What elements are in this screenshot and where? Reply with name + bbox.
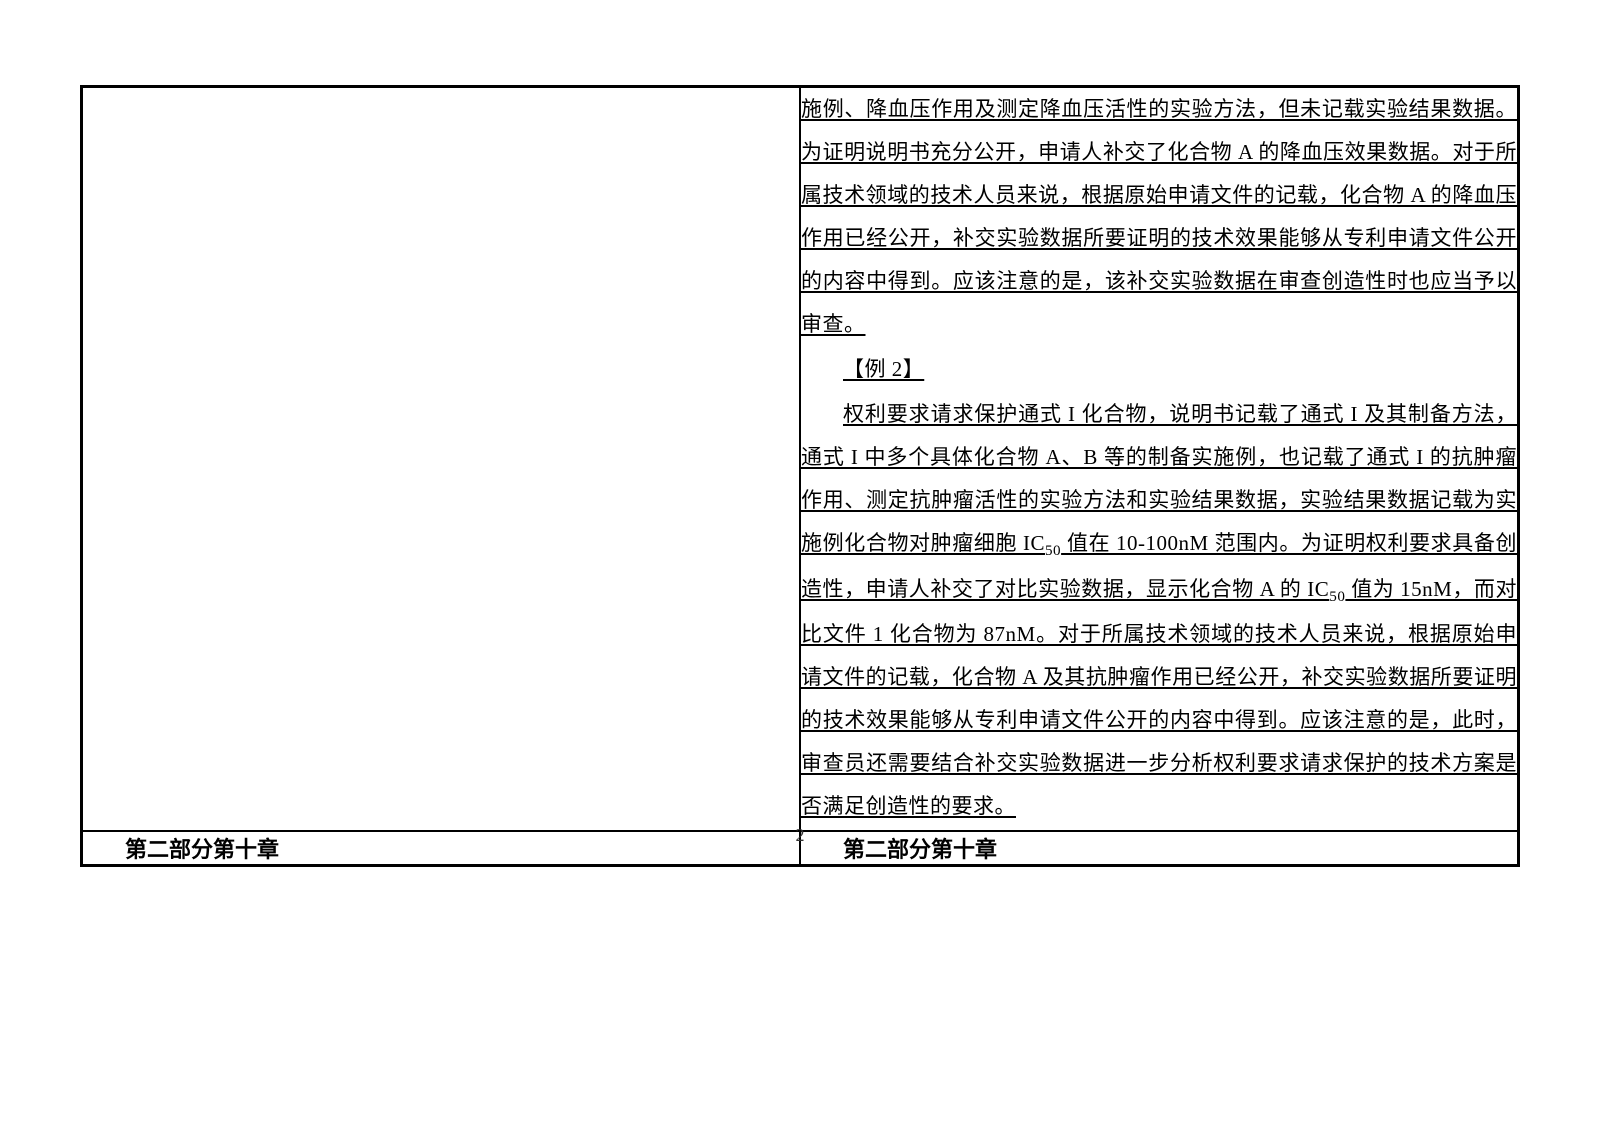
- p3-text-e: 值为 15nM，而对比文件 1 化合物为 87nM。对于所属技术领域的技术人员来…: [801, 577, 1517, 818]
- p3-subscript-2: 50: [1329, 589, 1345, 605]
- example-2-label: 【例 2】: [801, 348, 1517, 391]
- paragraph-3: 权利要求请求保护通式 I 化合物，说明书记载了通式 I 及其制备方法，通式 I …: [801, 393, 1517, 828]
- paragraph-1: 施例、降血压作用及测定降血压活性的实验方法，但未记载实验结果数据。为证明说明书充…: [801, 88, 1517, 346]
- table-row: 施例、降血压作用及测定降血压活性的实验方法，但未记载实验结果数据。为证明说明书充…: [82, 87, 1519, 832]
- cell-right-body: 施例、降血压作用及测定降血压活性的实验方法，但未记载实验结果数据。为证明说明书充…: [800, 87, 1519, 832]
- comparison-table: 施例、降血压作用及测定降血压活性的实验方法，但未记载实验结果数据。为证明说明书充…: [80, 85, 1520, 867]
- document-page: 施例、降血压作用及测定降血压活性的实验方法，但未记载实验结果数据。为证明说明书充…: [80, 85, 1520, 867]
- p3-subscript-1: 50: [1045, 544, 1061, 560]
- page-number: 2: [80, 825, 1520, 846]
- cell-left-body: [82, 87, 801, 832]
